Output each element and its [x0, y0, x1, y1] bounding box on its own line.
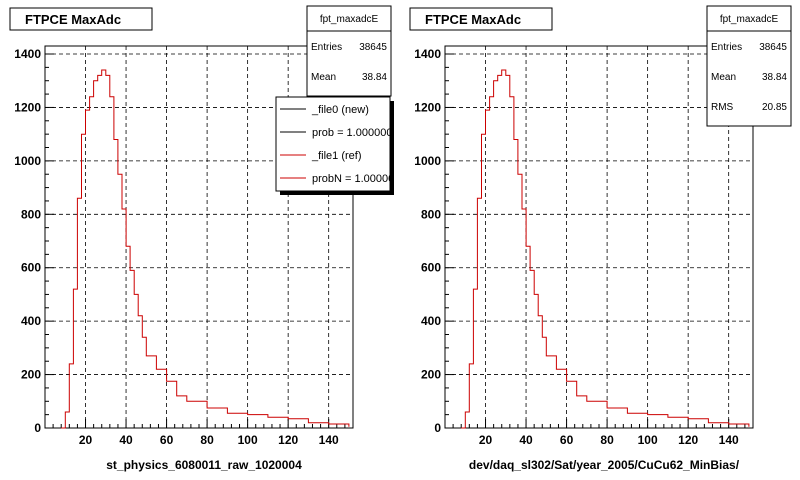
stats-label: Mean [311, 72, 336, 83]
x-axis-title: dev/daq_sl302/Sat/year_2005/CuCu62_MinBi… [469, 458, 740, 472]
stats-name: fpt_maxadcE [720, 14, 779, 25]
legend-label: _file0 (new) [311, 104, 369, 116]
title-box [9, 7, 153, 31]
y-tick-label: 0 [434, 421, 441, 435]
y-tick-label: 1000 [14, 154, 41, 168]
stats-box [306, 5, 392, 97]
stats-label: Entries [311, 42, 342, 53]
histogram-panel-right: 20 40 60 80 100 120 14002004006008001000120014… [409, 5, 792, 472]
chart-title: FTPCE MaxAdc [425, 12, 521, 27]
stats-label: RMS [711, 102, 734, 113]
y-tick-label: 1200 [414, 100, 441, 114]
histogram-series-0 [61, 69, 350, 429]
x-tick-label: 60 [560, 433, 574, 447]
y-tick-label: 200 [21, 368, 41, 382]
x-tick-label: 140 [319, 433, 339, 447]
stats-value: 38645 [759, 42, 787, 53]
stats-label: Entries [711, 42, 742, 53]
x-tick-label: 60 [160, 433, 174, 447]
legend-box [275, 96, 391, 192]
y-tick-label: 800 [21, 207, 41, 221]
legend-label: prob = 1.000000 [312, 127, 392, 139]
legend-label: probN = 1.000000 [312, 173, 400, 185]
chart-title: FTPCE MaxAdc [25, 12, 121, 27]
legend-label: _file1 (ref) [311, 150, 362, 162]
x-tick-label: 120 [678, 433, 698, 447]
stats-name: fpt_maxadcE [320, 14, 379, 25]
x-tick-label: 20 [79, 433, 93, 447]
x-tick-label: 80 [200, 433, 214, 447]
x-tick-label: 40 [119, 433, 133, 447]
legend: _file0 (new) prob = 1.000000 _file1 (ref) p… [280, 104, 400, 185]
stats-value: 38.84 [762, 72, 787, 83]
y-tick-label: 400 [21, 314, 41, 328]
y-tick-label: 1200 [14, 100, 41, 114]
x-axis-title: st_physics_6080011_raw_1020004 [106, 458, 302, 472]
y-tick-label: 400 [421, 314, 441, 328]
y-tick-label: 1400 [14, 47, 41, 61]
stats-value: 38645 [359, 42, 387, 53]
plot-frame [444, 45, 754, 429]
x-tick-label: 120 [278, 433, 298, 447]
stats-box [706, 5, 792, 127]
x-tick-label: 20 [479, 433, 493, 447]
y-tick-label: 800 [421, 207, 441, 221]
x-tick-label: 40 [519, 433, 533, 447]
title-box [409, 7, 553, 31]
y-tick-label: 600 [21, 261, 41, 275]
y-tick-label: 200 [421, 368, 441, 382]
y-tick-label: 1400 [414, 47, 441, 61]
y-tick-label: 1000 [414, 154, 441, 168]
y-tick-label: 0 [34, 421, 41, 435]
histogram-panel-left: 20 40 60 80 100 120 14002004006008001000120014… [9, 5, 400, 472]
histogram-series-0 [461, 69, 750, 429]
stats-value: 38.84 [362, 72, 387, 83]
stats-label: Mean [711, 72, 736, 83]
y-tick-label: 600 [421, 261, 441, 275]
x-tick-label: 80 [600, 433, 614, 447]
x-tick-label: 140 [719, 433, 739, 447]
x-tick-label: 100 [238, 433, 258, 447]
stats-value: 20.85 [762, 102, 787, 113]
x-tick-label: 100 [638, 433, 658, 447]
